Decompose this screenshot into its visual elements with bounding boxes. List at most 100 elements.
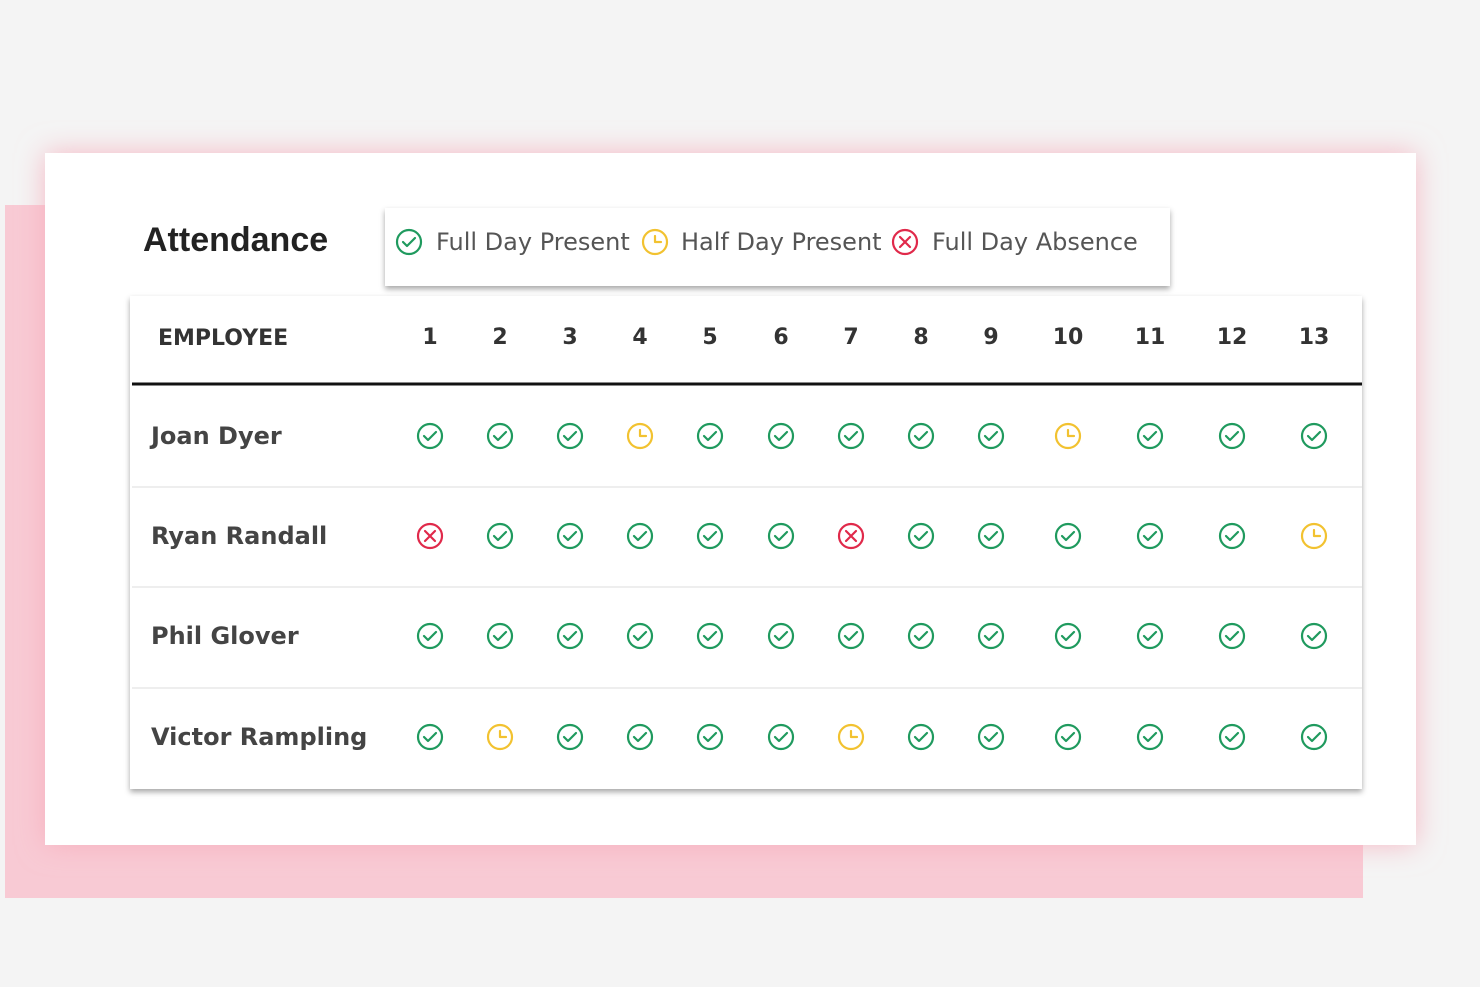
day-header: 10 [1053, 325, 1084, 350]
icon-glyph [492, 530, 508, 542]
icon-glyph [1060, 731, 1076, 743]
icon-present [907, 622, 935, 650]
icon-half [1300, 522, 1328, 550]
icon-glyph [849, 729, 859, 739]
icon-ring [486, 622, 514, 650]
icon-ring [696, 622, 724, 650]
icon-ring [1218, 723, 1246, 751]
icon-present [626, 723, 654, 751]
icon-present [416, 422, 444, 450]
icon-glyph [702, 731, 718, 743]
table-box [130, 296, 1362, 789]
icon-glyph [492, 430, 508, 442]
title: Attendance [143, 221, 328, 259]
icon-present [626, 522, 654, 550]
icon-glyph [773, 530, 789, 542]
day-header: 11 [1135, 325, 1166, 350]
icon-glyph [422, 430, 438, 442]
icon-ring [907, 522, 935, 550]
icon-present [1054, 723, 1082, 751]
icon-glyph [401, 236, 417, 248]
icon-ring [1300, 622, 1328, 650]
icon-glyph [632, 731, 648, 743]
icon-ring [977, 422, 1005, 450]
icon-half [1054, 422, 1082, 450]
icon-present [977, 522, 1005, 550]
icon-present [1136, 522, 1164, 550]
icon-ring [767, 522, 795, 550]
icon-present [486, 622, 514, 650]
icon-half [626, 422, 654, 450]
day-header: 12 [1217, 325, 1248, 350]
icon-glyph [843, 430, 859, 442]
icon-present [1300, 422, 1328, 450]
icon-ring [626, 622, 654, 650]
icon-ring [1300, 723, 1328, 751]
icon-glyph [913, 430, 929, 442]
icon-ring [626, 522, 654, 550]
icon-present [1218, 422, 1246, 450]
icon-present [486, 422, 514, 450]
icon-ring [416, 622, 444, 650]
icon-glyph [1224, 630, 1240, 642]
icon-ring [977, 622, 1005, 650]
icon-ring [1136, 522, 1164, 550]
icon-present [907, 522, 935, 550]
icon-glyph [562, 630, 578, 642]
icon-ring [1136, 422, 1164, 450]
icon-glyph [843, 630, 859, 642]
icon-present [767, 723, 795, 751]
icon-ring [977, 522, 1005, 550]
icon-glyph [983, 731, 999, 743]
legend-label: Half Day Present [681, 228, 882, 256]
icon-glyph [1142, 630, 1158, 642]
icon-present [1218, 622, 1246, 650]
icon-ring [486, 422, 514, 450]
icon-present [626, 622, 654, 650]
icon-present [837, 622, 865, 650]
icon-glyph [844, 529, 858, 543]
icon-ring [1136, 723, 1164, 751]
icon-glyph [1306, 731, 1322, 743]
icon-ring [977, 723, 1005, 751]
icon-present [977, 723, 1005, 751]
icon-ring [767, 723, 795, 751]
icon-half [486, 723, 514, 751]
icon-present [556, 522, 584, 550]
icon-ring [1136, 622, 1164, 650]
icon-present [416, 723, 444, 751]
header-employee: EMPLOYEE [158, 326, 288, 351]
icon-present [1218, 723, 1246, 751]
icon-glyph [702, 630, 718, 642]
icon-ring [641, 228, 669, 256]
icon-present [907, 422, 935, 450]
icon-glyph [422, 731, 438, 743]
icon-ring [696, 723, 724, 751]
employee-name: Victor Rampling [151, 723, 367, 751]
icon-absent [416, 522, 444, 550]
icon-present [1218, 522, 1246, 550]
icon-glyph [773, 630, 789, 642]
icon-glyph [702, 430, 718, 442]
day-header: 6 [773, 325, 788, 350]
icon-glyph [913, 630, 929, 642]
icon-present [1136, 422, 1164, 450]
icon-present [837, 422, 865, 450]
icon-present [977, 422, 1005, 450]
icon-ring [891, 228, 919, 256]
icon-ring [1054, 422, 1082, 450]
icon-ring [696, 522, 724, 550]
icon-glyph [702, 530, 718, 542]
icon-ring [556, 622, 584, 650]
icon-present [1054, 522, 1082, 550]
icon-glyph [638, 428, 648, 438]
icon-present [767, 522, 795, 550]
icon-glyph [773, 731, 789, 743]
icon-ring [696, 422, 724, 450]
icon-ring [837, 522, 865, 550]
icon-present [1136, 723, 1164, 751]
icon-glyph [562, 430, 578, 442]
icon-ring [556, 522, 584, 550]
icon-ring [1300, 522, 1328, 550]
icon-glyph [1224, 731, 1240, 743]
